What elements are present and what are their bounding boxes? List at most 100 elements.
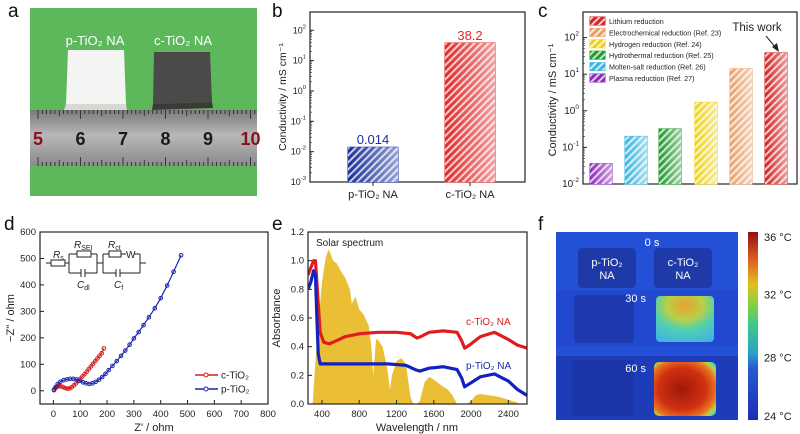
label-cf-sub: f [121,285,123,292]
y-tick-label: 101 [564,67,579,80]
y-tick-label: 10-1 [291,115,306,126]
y-tick-label: 100 [20,359,36,370]
label-rs-sub: s [60,255,64,262]
legend-swatch-hatch [590,39,605,48]
bar-shade [348,147,398,182]
data-point [164,283,170,288]
data-point [92,358,98,364]
data-point [96,377,102,382]
x-tick-label: 2000 [461,409,482,420]
data-point [99,374,105,380]
photo-label-p-tio2: p-TiO₂ NA [66,33,125,48]
colorbar-tick-label: 24 °C [764,411,792,423]
ruler-number: 7 [118,129,128,149]
thermal-label-p-line2: NA [599,270,615,282]
legend-label: Electrochemical reduction (Ref. 23) [609,28,721,37]
x-tick-label: 700 [233,409,249,420]
thermal-p-sample-0s [578,248,636,288]
y-tick-label: 10-3 [291,176,306,187]
chart-c: 10-2 10-1 100 101 102 Lithium reduction Elect… [547,11,798,190]
chart-b: 10-3 10-2 10-1 100 101 102 p-TiO₂ NA c-TiO₂ NA… [277,11,526,201]
legend-label: c-TiO₂ [221,371,249,382]
ruler-number: 10 [240,129,260,149]
this-work-arrow [765,35,779,52]
photo-panel: p-TiO₂ NA c-TiO₂ NA 5 6 7 8 9 10 [30,8,261,196]
svg-text:Rct: Rct [108,240,121,252]
data-point [171,269,176,274]
x-tick-label: p-TiO₂ NA [348,189,398,201]
data-point [106,367,111,373]
x-tick-label: 200 [99,409,115,420]
thermal-p-sample-60s [572,360,634,416]
chart-b-ylabel: Conductivity / mS cm⁻¹ [277,43,289,151]
chart-d-xlabel: Z' / ohm [134,422,173,434]
legend-marker [203,372,209,378]
p-tio2-series-label: p-TiO₂ NA [466,361,512,372]
svg-text:Rs: Rs [53,250,64,262]
data-point [90,361,96,367]
bar-shade [765,52,787,184]
ruler-numbers: 5 6 7 8 9 10 [33,129,261,149]
x-tick-label: 800 [351,409,367,420]
series-line-0 [308,259,527,350]
y-tick-label: 1.2 [291,227,304,238]
data-point [84,369,89,375]
chart-c-ylabel: Conductivity / mS cm⁻¹ [547,43,559,156]
panel-letter-c: c [538,1,548,22]
thermal-c-sample-0s [654,248,712,288]
chart-e-ylabel: Absorbance [271,289,283,348]
x-tick-label: 500 [180,409,196,420]
legend-label: Hydrogen reduction (Ref. 24) [609,40,702,49]
label-rct-sub: ct [115,245,121,252]
legend-label: Plasma reduction (Ref. 27) [609,74,695,83]
solar-spectrum-label: Solar spectrum [316,238,383,249]
y-tick-label: 102 [293,24,306,35]
thermal-c-sample-60s [654,362,716,416]
y-tick-label: 0.6 [291,313,304,324]
y-tick-label: 10-2 [562,177,579,190]
y-tick-label: 0.4 [291,342,304,353]
ruler-number: 6 [75,129,85,149]
colorbar-tick-label: 36 °C [764,232,792,244]
y-tick-label: 1.0 [291,256,304,267]
data-label: 38.2 [457,28,482,43]
y-tick-label: 100 [564,104,579,117]
photo-label-c-tio2: c-TiO₂ NA [154,33,212,48]
y-tick-label: 500 [20,253,36,264]
chart-d: 0 100 200 300 400 500 600 700 800 0 100 200 300 400 5… [5,227,276,434]
x-tick-label: 300 [126,409,142,420]
label-cdl: C [77,280,85,291]
legend-swatch-hatch [590,62,605,71]
chart-b-frame [309,11,526,183]
y-tick-label: 400 [20,280,36,291]
y-tick-label: 102 [564,31,579,44]
equivalent-circuit-inset [46,250,146,277]
y-tick-label: 10-1 [562,140,579,153]
x-tick-label: 2400 [498,409,519,420]
time-label-60s: 60 s [625,363,646,375]
legend-swatch-hatch [590,74,605,82]
chart-c-frame [582,11,798,185]
panel-letter-f: f [538,214,544,235]
x-tick-label: 400 [314,409,330,420]
y-tick-label: 600 [20,227,36,238]
y-tick-label: 100 [293,85,307,96]
data-point [178,252,184,258]
panel-letter-a: a [8,1,19,22]
panel-letter-d: d [4,214,15,235]
data-point [114,358,120,364]
thermal-c-sample-30s [656,296,714,342]
chart-e: 400 800 1200 1600 2000 2400 0.0 0.2 0.4 0.6 0.8 1.… [271,227,528,434]
c-tio2-series-label: c-TiO₂ NA [466,317,511,328]
y-tick-label: 300 [20,306,36,317]
thermal-p-sample-30s [574,295,634,343]
x-tick-label: 0 [51,409,56,420]
y-tick-label: 0.0 [291,399,304,410]
svg-text:RSEI: RSEI [74,240,93,252]
label-cf: C [114,280,122,291]
legend-label: Molten-salt reduction (Ref. 26) [609,63,706,72]
x-tick-label: 600 [206,409,222,420]
data-point [88,364,94,369]
data-point [53,384,58,390]
ruler-number: 9 [203,129,213,149]
